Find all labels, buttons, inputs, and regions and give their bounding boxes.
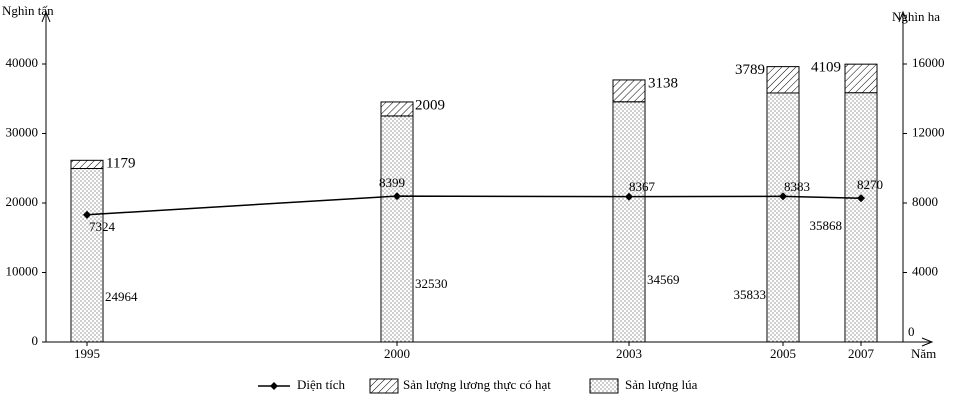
y-tick-label: 10000 xyxy=(6,263,39,278)
x-arrow xyxy=(921,337,934,347)
x-tick-label: 1995 xyxy=(74,346,100,361)
legend-text: Diện tích xyxy=(297,377,346,392)
line-marker xyxy=(625,192,633,201)
legend-marker xyxy=(270,382,278,390)
bar-grain xyxy=(70,159,104,170)
value-label: 8399 xyxy=(379,175,405,190)
value-label: 24964 xyxy=(105,289,138,304)
value-label: 3138 xyxy=(648,75,678,91)
y-arrow xyxy=(41,10,51,23)
bar-rice xyxy=(844,92,878,343)
value-label: 32530 xyxy=(415,276,448,291)
bar-rice xyxy=(766,92,800,343)
y2-tick-label: 16000 xyxy=(912,55,945,70)
y-label: Nghìn tấn xyxy=(2,3,54,18)
x-tick-label: 2003 xyxy=(616,346,642,361)
bar-rice xyxy=(380,115,414,343)
value-label: 35833 xyxy=(734,287,767,302)
value-label: 1179 xyxy=(106,156,135,172)
bar-grain xyxy=(844,63,878,94)
y-tick-label: 40000 xyxy=(6,55,39,70)
value-label: 8270 xyxy=(857,177,883,192)
legend-swatch xyxy=(369,378,399,394)
value-label: 7324 xyxy=(89,219,116,234)
legend-text: Sản lượng lúa xyxy=(625,377,698,392)
value-label: 3789 xyxy=(735,62,765,78)
bar-grain xyxy=(766,66,800,94)
x-label: Năm xyxy=(911,346,936,361)
value-label: 34569 xyxy=(647,272,680,287)
y-tick-label: 0 xyxy=(32,333,39,348)
line-area xyxy=(86,195,862,216)
y2-arrow xyxy=(898,10,908,23)
line-marker xyxy=(779,192,787,201)
value-label: 2009 xyxy=(415,97,445,113)
y2-tick-label: 4000 xyxy=(912,263,938,278)
bar-rice xyxy=(70,168,104,343)
x-tick-label: 2005 xyxy=(770,346,796,361)
y2-tick-label: 0 xyxy=(908,324,915,339)
y2-tick-label: 8000 xyxy=(912,194,938,209)
value-label: 8383 xyxy=(784,179,810,194)
y-tick-label: 30000 xyxy=(6,124,39,139)
y2-tick-label: 12000 xyxy=(912,124,945,139)
x-tick-label: 2007 xyxy=(848,346,875,361)
line-marker xyxy=(83,210,91,219)
y-tick-label: 20000 xyxy=(6,194,39,209)
value-label: 4109 xyxy=(811,60,841,76)
value-label: 35868 xyxy=(810,218,843,233)
bar-grain xyxy=(380,101,414,117)
x-tick-label: 2000 xyxy=(384,346,410,361)
legend-text: Sản lượng lương thực có hạt xyxy=(403,377,551,392)
legend-swatch xyxy=(589,378,619,394)
line-marker xyxy=(857,194,865,203)
bar-rice xyxy=(612,101,646,343)
line-marker xyxy=(393,192,401,201)
value-label: 8367 xyxy=(629,179,656,194)
bar-grain xyxy=(612,79,646,103)
y2-label: Nghìn ha xyxy=(892,9,940,24)
